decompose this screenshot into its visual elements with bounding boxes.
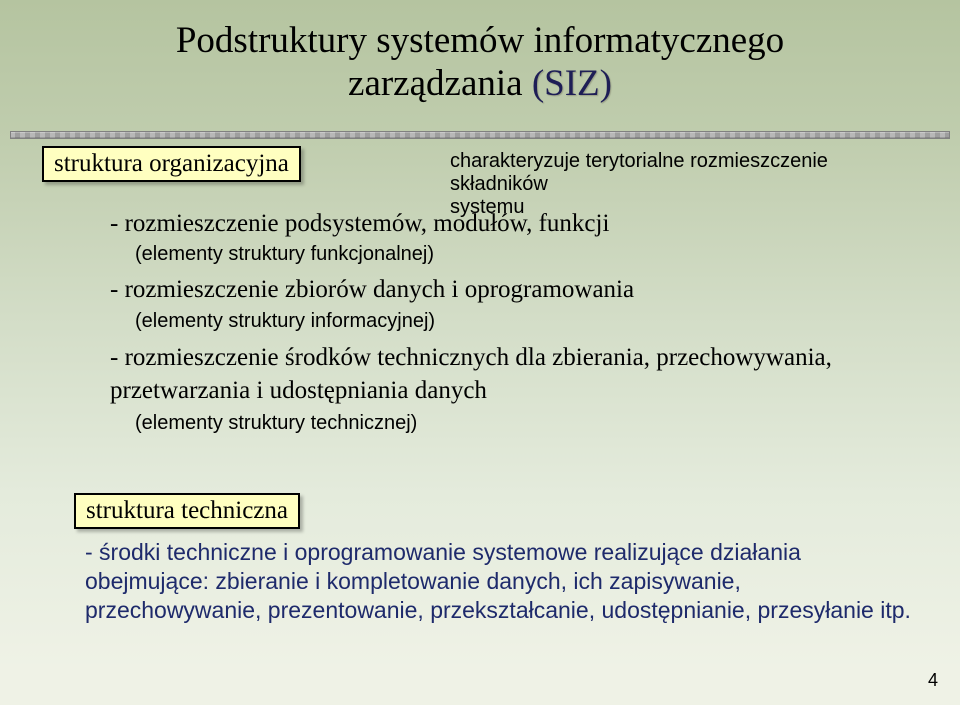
item-2: - rozmieszczenie zbiorów danych i oprogr… <box>110 274 920 305</box>
title-line2a: zarządzania <box>348 63 523 104</box>
title-line1b: informatycznego <box>534 20 785 61</box>
subitem-3: (elementy struktury technicznej) <box>135 412 920 435</box>
title-line2b: (SIZ) <box>532 63 612 104</box>
subitem-1: (elementy struktury funkcjonalnej) <box>135 243 920 266</box>
box-organizacyjna-label: struktura organizacyjna <box>54 150 289 177</box>
bottom-paragraph: - środki techniczne i oprogramowanie sys… <box>85 538 920 624</box>
box-techniczna: struktura techniczna <box>74 493 300 529</box>
page-number: 4 <box>928 670 938 691</box>
note-line1: charakteryzuje terytorialne rozmieszczen… <box>450 150 828 195</box>
divider-texture <box>10 131 950 139</box>
divider <box>10 131 950 139</box>
item-3: - rozmieszczenie środków technicznych dl… <box>110 341 920 409</box>
item-1: - rozmieszczenie podsystemów, modułów, f… <box>110 208 920 239</box>
box-techniczna-label: struktura techniczna <box>86 497 288 524</box>
slide-title: Podstruktury systemów informatycznego za… <box>0 20 960 105</box>
subitem-2: (elementy struktury informacyjnej) <box>135 310 920 333</box>
slide: Podstruktury systemów informatycznego za… <box>0 0 960 705</box>
box-organizacyjna: struktura organizacyjna <box>42 146 301 182</box>
item-list: - rozmieszczenie podsystemów, modułów, f… <box>80 208 920 443</box>
title-line1a: Podstruktury systemów <box>176 20 524 61</box>
